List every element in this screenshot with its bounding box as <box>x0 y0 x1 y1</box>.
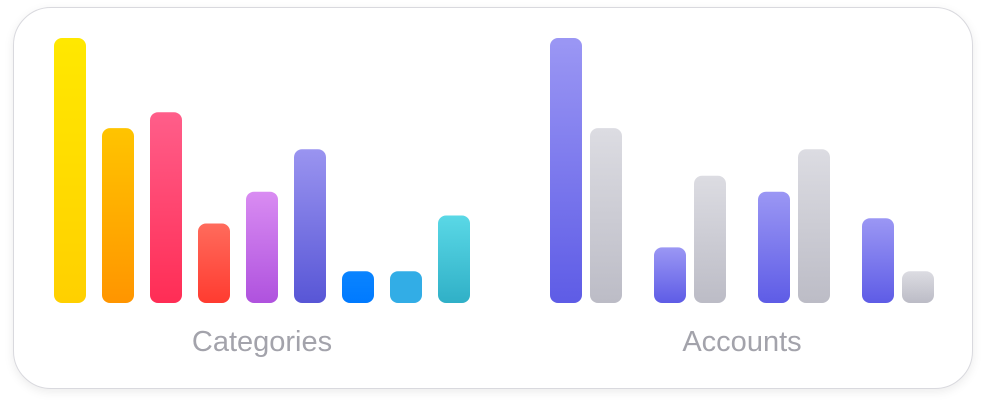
categories-bar-1 <box>54 38 86 303</box>
categories-bar-9 <box>438 215 470 303</box>
categories-bar-3 <box>150 112 182 303</box>
accounts-bar-group-3-series-1 <box>758 191 790 303</box>
accounts-bar-group-1-series-1 <box>550 38 582 303</box>
accounts-chart <box>550 38 934 303</box>
accounts-bar-group-4-series-1 <box>862 218 894 303</box>
accounts-bar-group-3-series-2 <box>798 149 830 303</box>
categories-bar-6 <box>294 149 326 303</box>
categories-bar-8 <box>390 271 422 303</box>
categories-chart-label: Categories <box>191 326 333 358</box>
categories-bar-2 <box>102 128 134 303</box>
accounts-bar-group-4-series-2 <box>902 271 934 303</box>
categories-bar-7 <box>342 271 374 303</box>
accounts-chart-label: Accounts <box>682 326 802 358</box>
categories-chart <box>54 38 470 303</box>
accounts-bar-group-2-series-2 <box>694 175 726 303</box>
accounts-bar-group-2-series-1 <box>654 247 686 303</box>
categories-bar-4 <box>198 223 230 303</box>
accounts-bar-group-1-series-2 <box>590 128 622 303</box>
categories-bar-5 <box>246 191 278 303</box>
